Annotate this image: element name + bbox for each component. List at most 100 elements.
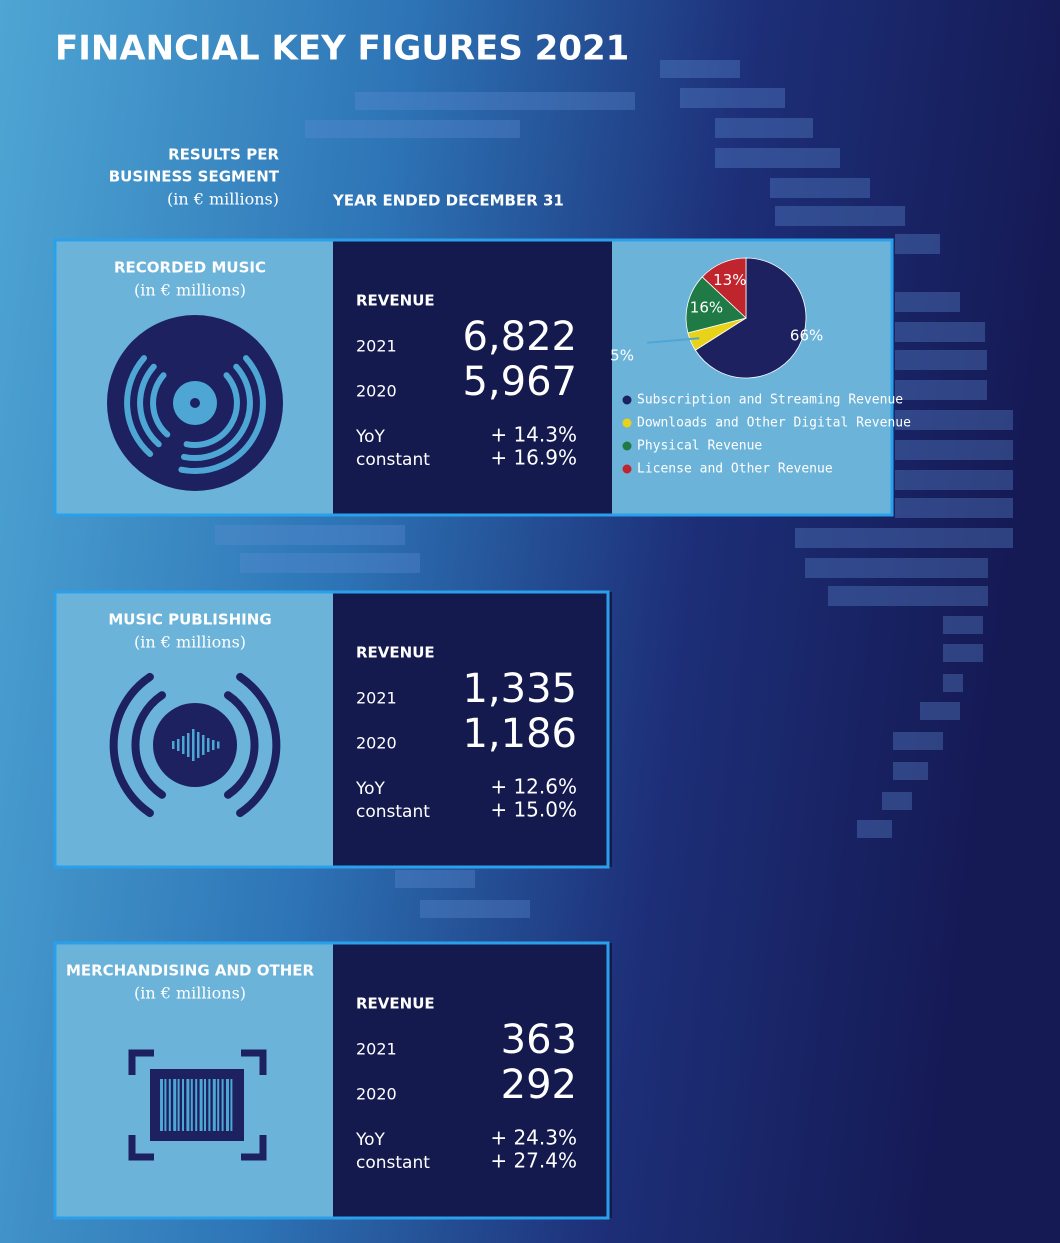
card-border <box>53 590 610 869</box>
vinyl-groove <box>124 355 154 457</box>
barcode-bar <box>182 1079 184 1131</box>
segment-card: MERCHANDISING AND OTHER (in € millions) RE… <box>53 941 612 1220</box>
legend-label: Physical Revenue <box>637 439 762 454</box>
pie-chart: 66% 5% 16% 13% <box>610 257 823 379</box>
barcode-bar <box>168 1079 171 1131</box>
barcode-bar <box>173 1079 177 1131</box>
pie-slice <box>694 257 807 379</box>
barcode-bar <box>208 1079 211 1131</box>
sound-bar <box>177 739 180 751</box>
barcode-bar <box>195 1079 198 1131</box>
sound-bar <box>187 733 190 757</box>
pie-slice <box>685 276 747 334</box>
growth-label: YoY <box>355 1130 386 1150</box>
pie-label: 66% <box>790 326 823 344</box>
revenue-value: 363 <box>501 1017 577 1063</box>
barcode-bar <box>177 1079 180 1131</box>
header-label: RESULTS PER <box>168 146 279 164</box>
barcode-bar <box>217 1079 220 1131</box>
year-label: 2020 <box>356 734 397 753</box>
year-label: 2020 <box>356 382 397 401</box>
segments: RECORDED MUSIC (in € millions) REVENUE 2021… <box>53 238 894 1220</box>
scan-corner <box>241 1049 267 1075</box>
pie-leader <box>647 337 700 344</box>
segment-card: MUSIC PUBLISHING (in € millions) REVENUE 20… <box>53 590 612 869</box>
growth-label: YoY <box>355 779 386 799</box>
card-dark <box>333 240 612 515</box>
growth-value: + 24.3% <box>490 1126 577 1150</box>
year-label: 2021 <box>356 689 397 708</box>
year-label: 2021 <box>356 1040 397 1059</box>
scan-corner <box>241 1135 267 1161</box>
header-label: BUSINESS SEGMENT <box>109 168 280 186</box>
growth-value: + 12.6% <box>490 775 577 799</box>
growth-label: constant <box>356 1153 430 1173</box>
legend-dot <box>622 441 632 451</box>
segment-card: RECORDED MUSIC (in € millions) REVENUE 2021… <box>53 238 894 517</box>
year-label: 2020 <box>356 1085 397 1104</box>
segment-name: MERCHANDISING AND OTHER <box>66 962 315 980</box>
sound-bar <box>182 736 185 754</box>
vinyl-groove <box>137 363 162 448</box>
barcode-bar <box>164 1079 167 1131</box>
segment-icon <box>128 1049 267 1161</box>
sound-wave <box>131 691 166 799</box>
growth-label: YoY <box>355 427 386 447</box>
barcode-bar <box>212 1079 216 1131</box>
sound-bar <box>207 738 210 752</box>
header-period: YEAR ENDED DECEMBER 31 <box>332 192 564 210</box>
revenue-value: 1,335 <box>462 666 577 712</box>
growth-value: + 27.4% <box>490 1149 577 1173</box>
vinyl-groove <box>178 355 266 474</box>
metric-label: REVENUE <box>356 292 435 310</box>
revenue-value: 292 <box>501 1062 577 1108</box>
barcode-bar <box>226 1079 229 1131</box>
metric-label: REVENUE <box>356 644 435 662</box>
pie-label: 13% <box>713 271 746 289</box>
page-title: FINANCIAL KEY FIGURES 2021 <box>55 29 629 69</box>
sound-bar <box>192 729 195 761</box>
pie-label: 16% <box>690 298 723 316</box>
growth-label: constant <box>356 802 430 822</box>
segment-icon <box>107 315 283 491</box>
card-dark <box>333 592 612 867</box>
legend-label: Subscription and Streaming Revenue <box>637 393 903 408</box>
pie-legend: Subscription and Streaming Revenue Downlo… <box>622 393 911 477</box>
vinyl-groove <box>181 363 253 461</box>
growth-value: + 15.0% <box>490 798 577 822</box>
barcode-bar <box>230 1079 233 1131</box>
vinyl-groove <box>183 372 240 448</box>
vinyl-groove <box>150 372 171 438</box>
decoration <box>215 60 1013 918</box>
scan-corner <box>128 1135 154 1161</box>
segment-unit: (in € millions) <box>134 281 246 300</box>
barcode-bar <box>221 1079 224 1131</box>
segment-icon <box>109 672 281 818</box>
legend-dot <box>622 395 632 405</box>
scan-corner <box>128 1049 154 1075</box>
sound-bar <box>197 732 200 758</box>
legend-dot <box>622 464 632 474</box>
barcode-bar <box>204 1079 206 1131</box>
vinyl-hole <box>190 398 200 408</box>
sound-bar <box>217 741 220 749</box>
sound-bar <box>202 735 205 755</box>
segment-unit: (in € millions) <box>134 984 246 1003</box>
growth-label: constant <box>356 450 430 470</box>
sound-wave <box>236 672 281 818</box>
card-border <box>53 941 610 1220</box>
sound-bar <box>172 741 175 749</box>
barcode-bar <box>160 1079 163 1131</box>
sound-bar <box>212 740 215 750</box>
pie-label: 5% <box>610 346 634 364</box>
legend-label: Downloads and Other Digital Revenue <box>637 416 911 431</box>
revenue-value: 6,822 <box>462 314 577 360</box>
header-unit: (in € millions) <box>167 190 279 209</box>
segment-unit: (in € millions) <box>134 633 246 652</box>
revenue-value: 1,186 <box>462 711 577 757</box>
year-label: 2021 <box>356 337 397 356</box>
segment-name: MUSIC PUBLISHING <box>108 611 271 629</box>
barcode-bar <box>186 1079 190 1131</box>
